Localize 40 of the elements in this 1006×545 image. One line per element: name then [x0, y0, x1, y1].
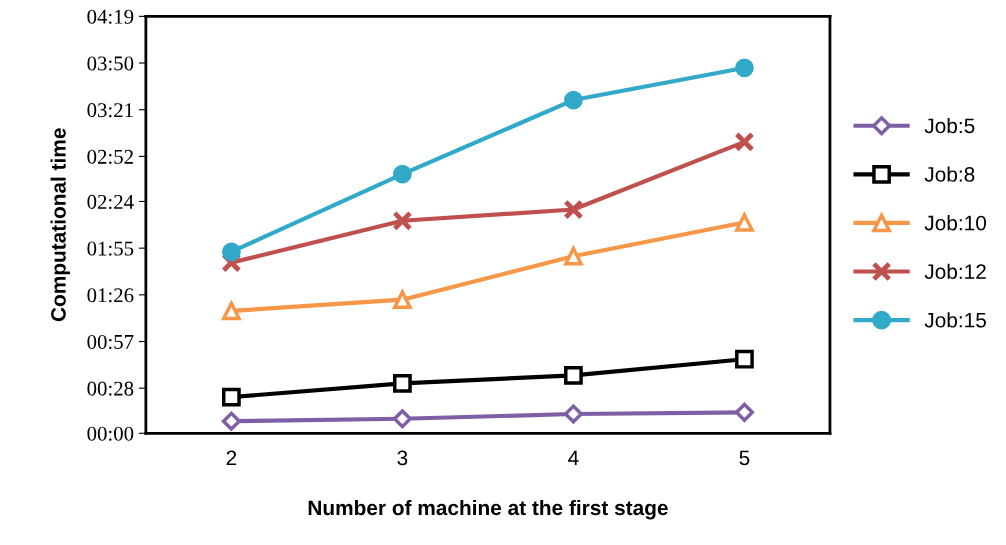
y-axis-title: Computational time [50, 128, 70, 322]
x-tick-label: 4 [568, 450, 579, 466]
legend-label: Job:15 [924, 312, 986, 328]
y-tick-label: 02:52 [87, 149, 133, 164]
point [392, 409, 412, 429]
point [393, 290, 412, 310]
point [222, 242, 241, 262]
y-tick-label: 00:57 [87, 334, 134, 350]
point [735, 213, 754, 232]
point [563, 244, 584, 266]
point [221, 299, 242, 321]
y-tick-label: 03:50 [87, 56, 134, 71]
y-tick-label: 04:19 [87, 9, 134, 24]
point [393, 164, 412, 184]
x-axis-title: Number of machine at the first stage [308, 499, 668, 520]
point [735, 58, 754, 78]
x-tick-label: 5 [739, 450, 750, 466]
legend-label: Job:5 [924, 117, 975, 134]
point [563, 404, 584, 424]
point [393, 373, 412, 393]
y-tick-label: 01:55 [87, 241, 134, 256]
y-tick-label: 03:21 [87, 103, 133, 118]
point [392, 210, 413, 231]
y-tick-label: 00:28 [87, 381, 134, 396]
point [564, 365, 583, 385]
point [221, 411, 241, 431]
legend-label: Job:12 [924, 263, 986, 279]
legend-label: Job:8 [924, 166, 975, 182]
y-tick-label: 01:26 [87, 288, 134, 303]
point [734, 402, 755, 422]
x-tick-label: 3 [397, 450, 408, 466]
x-tick-label: 2 [226, 450, 237, 466]
point [563, 199, 584, 220]
point [735, 349, 754, 369]
point [564, 90, 583, 110]
point [734, 131, 755, 152]
y-tick-label: 02:24 [87, 194, 134, 209]
legend-label: Job:10 [924, 215, 987, 231]
y-tick-label: 00:00 [87, 426, 134, 441]
point [222, 387, 241, 407]
